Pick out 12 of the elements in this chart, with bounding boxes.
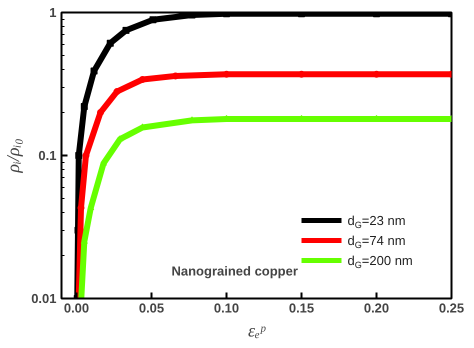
- x-axis-title: εₑᵖ: [248, 320, 266, 340]
- x-tick-label: 0.15: [288, 300, 314, 316]
- x-tick-label: 0.20: [364, 300, 390, 316]
- x-tick-label: 0.05: [138, 300, 164, 316]
- x-tick-label: 0.10: [214, 300, 240, 316]
- y-axis-title: ρᵢ/ρᵢ₀: [3, 138, 24, 174]
- x-tick-label: 0.25: [438, 300, 464, 316]
- y-tick-label: 0.1: [38, 148, 57, 163]
- x-tick-label: 0.00: [64, 300, 90, 316]
- y-tick-label: 1: [49, 5, 57, 20]
- annotation: Nanograined copper: [172, 264, 298, 278]
- y-tick-label: 0.01: [31, 291, 57, 306]
